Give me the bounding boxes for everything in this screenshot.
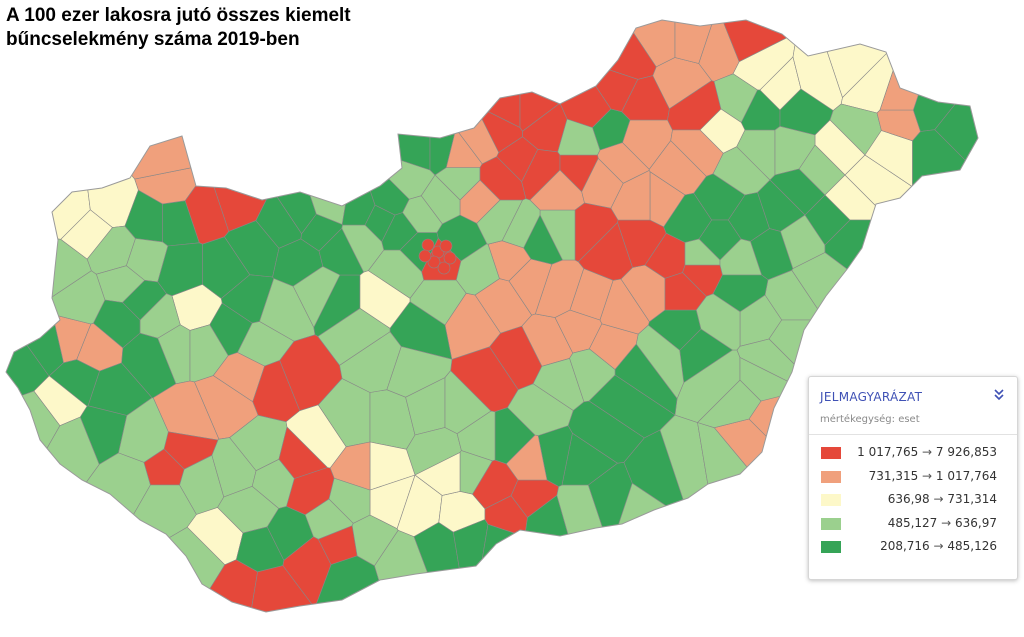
legend-swatch — [821, 470, 841, 483]
legend-range-to: 731,314 — [947, 492, 997, 506]
district-region[interactable] — [286, 0, 431, 171]
arrow-right-icon: → — [918, 468, 936, 483]
district-region[interactable] — [479, 156, 527, 201]
legend-range-from: 731,315 — [868, 468, 919, 483]
legend-range-label: 636,98 → 731,314 — [851, 492, 997, 506]
map-title-line-2: bűncselekmény száma 2019-ben — [6, 29, 300, 50]
district-region[interactable] — [202, 236, 251, 299]
arrow-right-icon: → — [918, 445, 936, 459]
legend-swatch — [821, 517, 841, 530]
budapest-district[interactable] — [443, 251, 457, 265]
legend-range-from: 208,716 — [880, 539, 930, 553]
legend-range-to: 1 017,764 — [935, 468, 997, 483]
legend-range-from: 485,127 — [887, 515, 938, 530]
legend-swatch — [821, 447, 841, 459]
district-region[interactable] — [406, 0, 521, 128]
district-region[interactable] — [0, 452, 151, 637]
district-region[interactable] — [118, 397, 169, 463]
district-region[interactable] — [912, 129, 1024, 320]
district-region[interactable] — [30, 526, 226, 637]
district-region[interactable] — [934, 18, 1024, 220]
legend-swatch — [821, 494, 841, 506]
map-title-line-1: A 100 ezer lakosra jutó összes kiemelt — [6, 5, 351, 26]
district-region[interactable] — [507, 383, 574, 436]
legend-range-label: 1 017,765 → 7 926,853 — [851, 445, 997, 459]
legend-range-label: 485,127 → 636,97 — [851, 516, 997, 530]
district-region[interactable] — [609, 482, 765, 637]
legend-swatch — [821, 541, 841, 553]
legend-range-to: 636,97 — [955, 515, 997, 530]
arrow-right-icon: → — [929, 492, 948, 506]
budapest-district[interactable] — [427, 255, 441, 269]
legend-divider — [809, 434, 1017, 435]
legend-unit: mértékegység: eset — [820, 414, 920, 425]
legend-class-row: 485,127 → 636,97 — [821, 514, 1009, 538]
district-region[interactable] — [19, 0, 288, 180]
legend-range-to: 485,126 — [947, 539, 997, 553]
legend-range-label: 731,315 → 1 017,764 — [851, 469, 997, 483]
district-region[interactable] — [452, 519, 489, 633]
legend-range-label: 208,716 → 485,126 — [851, 539, 997, 553]
legend-class-row: 731,315 → 1 017,764 — [821, 467, 1009, 491]
district-region[interactable] — [824, 219, 1024, 403]
district-region[interactable] — [0, 0, 91, 240]
legend-range-from: 636,98 — [887, 492, 930, 506]
budapest-district[interactable] — [421, 238, 435, 252]
legend-range-to: 7 926,853 — [935, 445, 997, 459]
district-region[interactable] — [386, 346, 453, 398]
district-region[interactable] — [469, 523, 582, 637]
legend-class-row: 208,716 → 485,126 — [821, 537, 1009, 561]
district-region[interactable] — [523, 214, 563, 265]
district-region[interactable] — [0, 416, 100, 602]
district-region[interactable] — [329, 441, 371, 491]
map-legend: JELMAGYARÁZAT mértékegység: eset 1 017,7… — [808, 376, 1018, 580]
district-region[interactable] — [414, 452, 461, 496]
legend-class-list: 1 017,765 → 7 926,853 731,315 → 1 017,764… — [821, 443, 1009, 561]
budapest-district[interactable] — [439, 239, 453, 253]
district-region[interactable] — [532, 358, 585, 411]
budapest-district[interactable] — [437, 261, 451, 275]
arrow-right-icon: → — [937, 515, 955, 530]
legend-header: JELMAGYARÁZAT — [820, 388, 1006, 410]
legend-class-row: 1 017,765 → 7 926,853 — [821, 443, 1009, 467]
district-region[interactable] — [341, 145, 376, 226]
legend-class-row: 636,98 → 731,314 — [821, 490, 1009, 514]
district-region[interactable] — [610, 170, 651, 221]
district-region[interactable] — [695, 293, 741, 351]
budapest-district[interactable] — [418, 249, 432, 263]
legend-range-from: 1 017,765 — [857, 445, 919, 459]
arrow-right-icon: → — [929, 539, 948, 553]
country-outline — [5, 19, 979, 613]
legend-title: JELMAGYARÁZAT — [820, 390, 923, 404]
map-title: A 100 ezer lakosra jutó összes kiemelt b… — [6, 4, 426, 52]
chevron-double-down-icon[interactable] — [992, 388, 1006, 406]
